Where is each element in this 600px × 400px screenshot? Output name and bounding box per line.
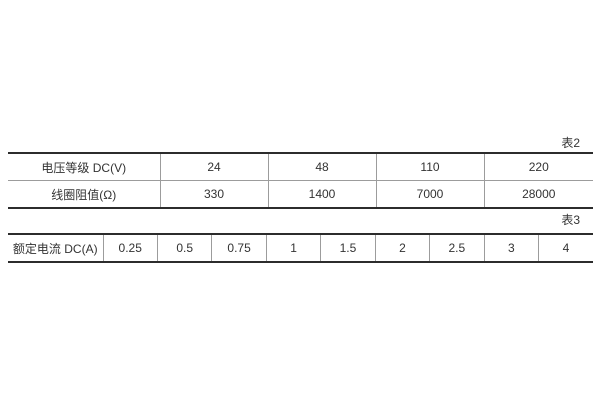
- value-cell: 2.5: [429, 234, 485, 262]
- value-cell: 0.5: [156, 234, 212, 262]
- value-cell: 24: [159, 153, 268, 181]
- value-cell: 4: [538, 234, 593, 262]
- value-cell: 1400: [267, 180, 376, 208]
- row-label-cell: 电压等级 DC(V): [41, 160, 127, 175]
- value-cell: 3: [483, 234, 539, 262]
- row-label-cell: 额定电流 DC(A): [12, 241, 98, 256]
- value-cell: 220: [483, 153, 593, 181]
- rated-current-table: 额定电流 DC(A) 0.25 0.5 0.75 1 1.5 2 2.5 3 4: [8, 233, 593, 263]
- voltage-level-row: 电压等级 DC(V) 24 48 110 220: [8, 153, 593, 181]
- row-label-cell: 线圈阻值(Ω): [8, 180, 160, 208]
- value-cell: 7000: [375, 180, 484, 208]
- coil-resistance-row: 线圈阻值(Ω) 330 1400 7000 28000: [8, 180, 593, 208]
- table2-caption: 表2: [561, 136, 580, 150]
- value-cell: 1.5: [320, 234, 376, 262]
- table3-caption: 表3: [561, 213, 580, 227]
- value-cell: 48: [267, 153, 376, 181]
- value-cell: 0.25: [102, 234, 158, 262]
- value-cell: 330: [159, 180, 268, 208]
- value-cell: 110: [375, 153, 484, 181]
- value-cell: 0.75: [211, 234, 267, 262]
- voltage-resistance-table: 电压等级 DC(V) 24 48 110 220 线圈阻值(Ω) 330 140…: [8, 152, 593, 209]
- value-cell: 2: [374, 234, 430, 262]
- rated-current-row: 额定电流 DC(A) 0.25 0.5 0.75 1 1.5 2 2.5 3 4: [8, 234, 593, 262]
- value-cell: 28000: [483, 180, 593, 208]
- value-cell: 1: [265, 234, 321, 262]
